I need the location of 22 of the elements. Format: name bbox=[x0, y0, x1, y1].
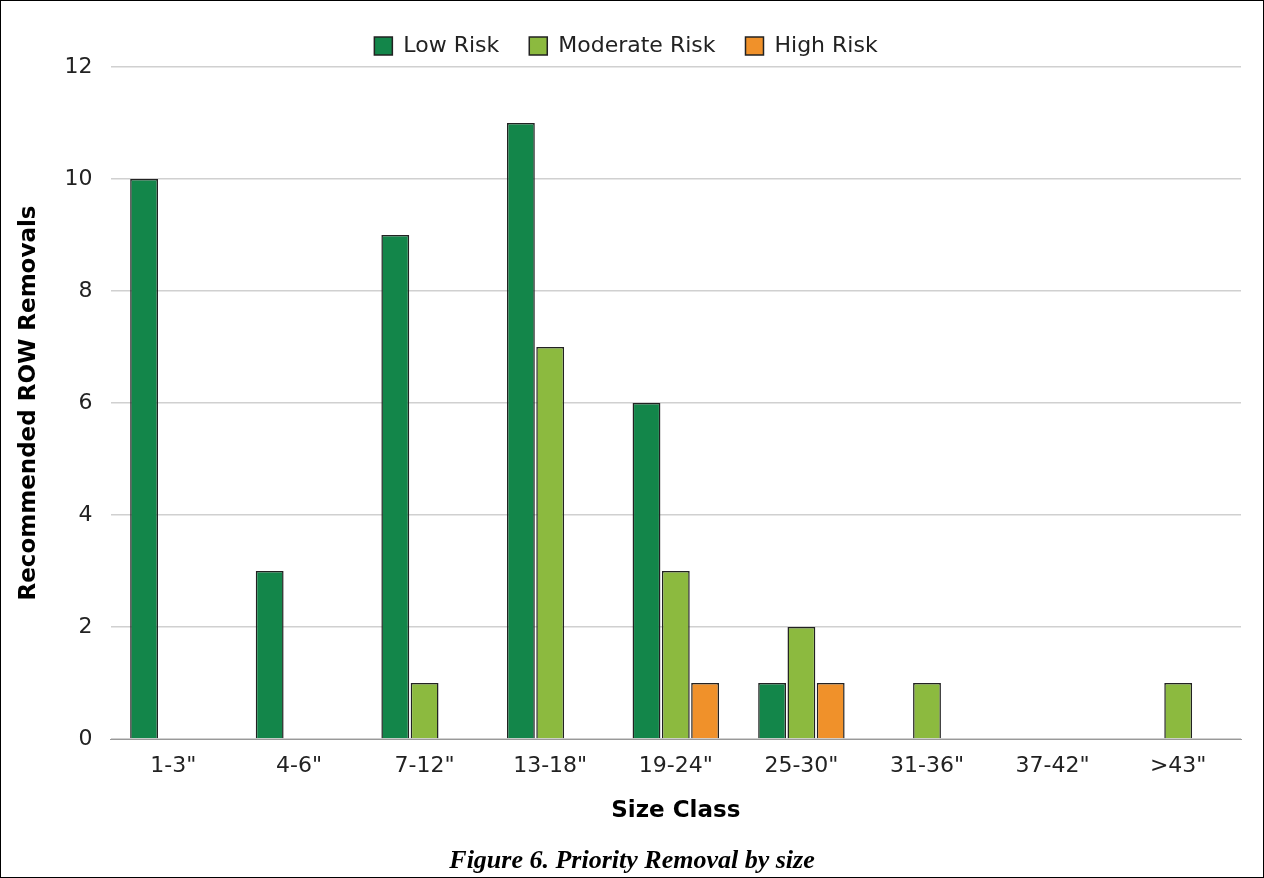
y-tick-label: 8 bbox=[78, 276, 93, 302]
y-axis-title: Recommended ROW Removals bbox=[13, 205, 40, 601]
legend-label: Moderate Risk bbox=[558, 31, 716, 57]
x-tick-label: 31-36" bbox=[889, 751, 965, 777]
x-tick-label: 7-12" bbox=[394, 751, 455, 777]
y-tick-label: 2 bbox=[78, 612, 93, 638]
x-tick-label: >43" bbox=[1149, 751, 1207, 777]
legend-label: High Risk bbox=[774, 31, 878, 57]
legend-label: Low Risk bbox=[403, 31, 500, 57]
y-tick-label: 12 bbox=[64, 52, 93, 78]
x-tick-label: 4-6" bbox=[275, 751, 323, 777]
x-tick-label: 25-30" bbox=[764, 751, 839, 777]
x-tick-label: 19-24" bbox=[638, 751, 713, 777]
x-tick-label: 13-18" bbox=[513, 751, 588, 777]
y-tick-label: 10 bbox=[64, 164, 93, 190]
x-tick-label: 1-3" bbox=[150, 751, 197, 777]
x-axis-title: Size Class bbox=[611, 796, 741, 823]
x-tick-label: 37-42" bbox=[1015, 751, 1090, 777]
y-tick-label: 6 bbox=[78, 388, 93, 414]
y-tick-label: 0 bbox=[78, 724, 93, 750]
y-tick-label: 4 bbox=[78, 500, 93, 526]
caption: Figure 6. Priority Removal by size bbox=[448, 844, 815, 874]
